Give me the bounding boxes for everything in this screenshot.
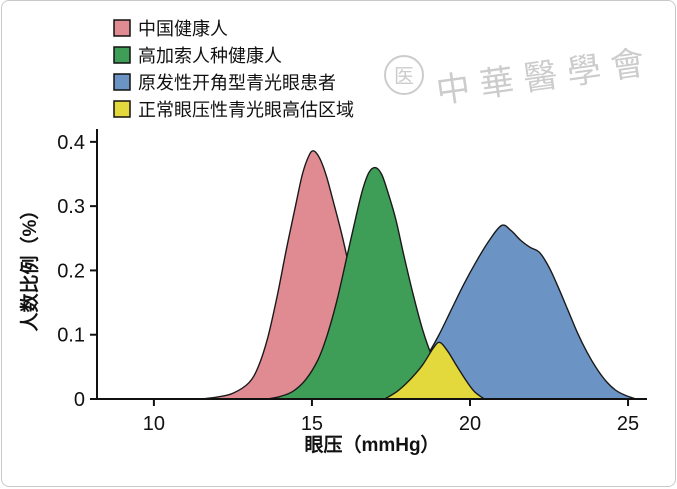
legend-swatch bbox=[113, 100, 131, 118]
x-axis-label: 眼压（mmHg） bbox=[304, 433, 439, 456]
x-tick-label: 10 bbox=[143, 413, 165, 435]
legend-swatch bbox=[113, 73, 131, 91]
series-area-3 bbox=[383, 341, 485, 400]
y-tick-label: 0.1 bbox=[57, 325, 85, 347]
axes-layer: 10 15 20 25 0 0.1 0.2 0.3 0.4 bbox=[57, 129, 647, 435]
y-tick-label: 0.3 bbox=[57, 196, 85, 218]
y-tick-label: 0.4 bbox=[57, 132, 85, 154]
legend-swatch bbox=[113, 46, 131, 64]
x-tick-label: 20 bbox=[459, 413, 481, 435]
watermark-text: 中華醫學會 bbox=[434, 43, 657, 111]
y-axis-label: 人数比例（%） bbox=[18, 201, 41, 332]
seal-icon bbox=[384, 55, 424, 95]
y-tick-label: 0 bbox=[74, 389, 85, 411]
legend-label: 正常眼压性青光眼高估区域 bbox=[138, 100, 354, 120]
x-tick-label: 25 bbox=[617, 413, 639, 435]
legend-swatch bbox=[113, 19, 131, 37]
legend-label: 中国健康人 bbox=[138, 19, 228, 39]
watermark-stamp: 医 中華醫學會 bbox=[384, 43, 657, 111]
series-layer bbox=[200, 150, 637, 400]
x-tick-label: 15 bbox=[301, 413, 323, 435]
legend-label: 原发性开角型青光眼患者 bbox=[138, 73, 336, 93]
y-tick-label: 0.2 bbox=[57, 260, 85, 282]
legend-label: 高加索人种健康人 bbox=[138, 46, 282, 66]
seal-char: 医 bbox=[394, 66, 414, 88]
